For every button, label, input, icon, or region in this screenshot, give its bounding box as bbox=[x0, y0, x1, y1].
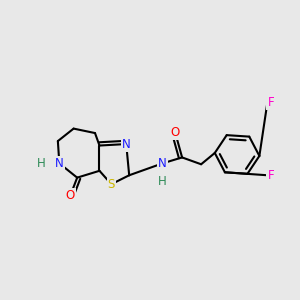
Text: S: S bbox=[108, 178, 115, 191]
Text: O: O bbox=[66, 189, 75, 202]
Text: F: F bbox=[267, 169, 274, 182]
Text: N: N bbox=[122, 138, 130, 151]
Text: O: O bbox=[171, 126, 180, 139]
Text: F: F bbox=[267, 96, 274, 109]
Text: N: N bbox=[158, 157, 167, 170]
Text: H: H bbox=[158, 175, 167, 188]
Text: H: H bbox=[37, 157, 45, 170]
Text: N: N bbox=[55, 157, 64, 170]
